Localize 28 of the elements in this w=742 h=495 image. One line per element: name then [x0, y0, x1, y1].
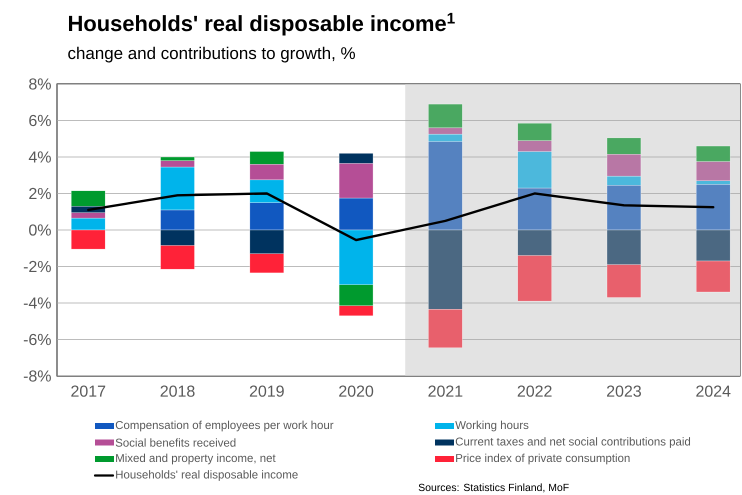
x-tick-label: 2022 [518, 386, 552, 397]
legend-label: Working hours [455, 420, 528, 432]
chart-subtitle: change and contributions to growth, % [68, 46, 355, 63]
chart-title: Households' real disposable income$^{1}$ [68, 12, 455, 36]
legend-label: Households' real disposable income [116, 470, 298, 481]
x-tick-label: 2018 [160, 386, 195, 397]
x-tick-label: 2017 [71, 386, 106, 397]
legend-label: Social benefits received [116, 438, 236, 447]
x-tick-label: 2021 [428, 386, 462, 397]
legend-label: Mixed and property income, net [116, 454, 276, 464]
x-tick-label: 2023 [607, 386, 641, 397]
legend-label: Price index of private consumption [456, 454, 630, 464]
legend-label: Compensation of employees per work hour [116, 420, 334, 432]
x-tick-label: 2019 [250, 386, 284, 397]
y-tick-label: 2% [29, 188, 51, 200]
y-tick-label: -6% [24, 334, 51, 346]
y-tick-label: 4% [28, 151, 51, 163]
legend-label: Current taxes and net social contributions paid [456, 437, 690, 448]
y-tick-label: -8% [24, 370, 51, 382]
y-tick-label: 6% [29, 114, 51, 126]
source-note: Sources: Statistics Finland, MoF [418, 483, 569, 492]
line-series [87, 192, 714, 242]
y-tick-label: 8% [29, 78, 51, 90]
y-tick-label: -4% [24, 297, 51, 309]
y-tick-label: -2% [24, 260, 51, 272]
x-tick-label: 2020 [339, 386, 374, 397]
x-tick-label: 2024 [696, 386, 730, 397]
y-tick-label: 0% [29, 224, 51, 236]
